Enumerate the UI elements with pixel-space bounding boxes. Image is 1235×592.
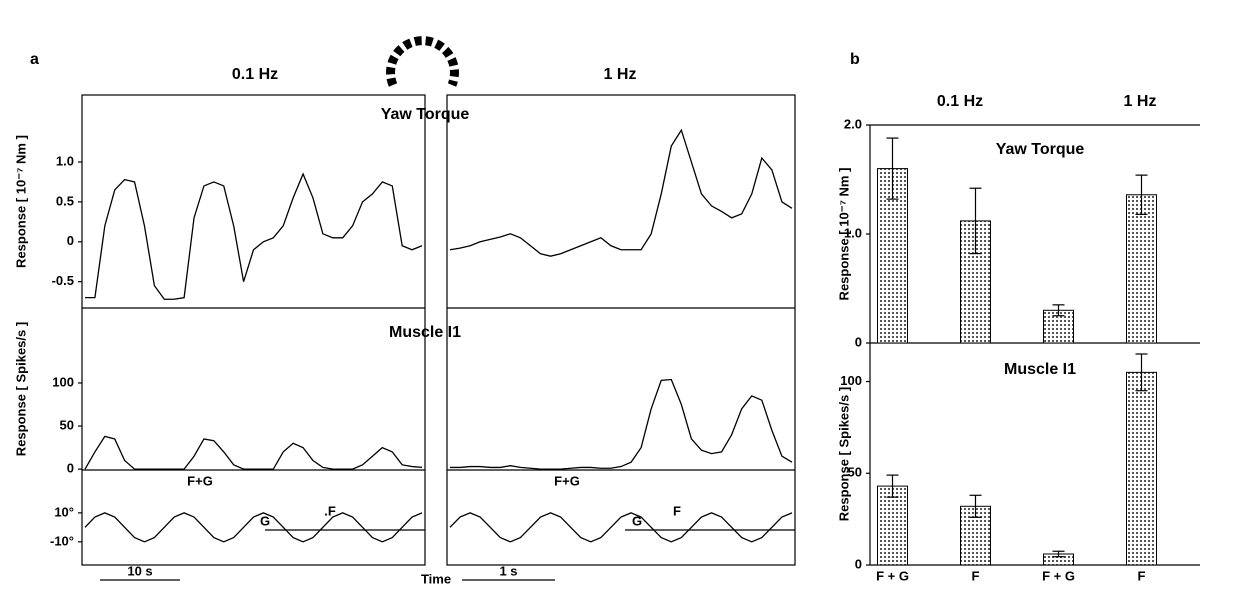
panel-label: a	[30, 51, 39, 68]
column-title: 0.1 Hz	[232, 66, 278, 83]
column-title: 1 Hz	[604, 66, 637, 83]
y-tick-label: 50	[60, 417, 74, 432]
chart-title: Yaw Torque	[381, 106, 470, 123]
bar	[1126, 194, 1157, 344]
bar	[960, 220, 991, 344]
chart-title: Muscle I1	[389, 324, 461, 341]
x-tick-label: F	[1138, 568, 1146, 583]
y-tick-label: 100	[52, 374, 74, 389]
annotation: F	[673, 503, 681, 518]
trace	[85, 172, 423, 300]
y-axis-label: Response [ 10⁻⁷ Nm ]	[836, 168, 851, 301]
dial-icon	[386, 36, 459, 87]
annotation: .F	[324, 503, 336, 518]
chart-title: Yaw Torque	[996, 141, 1085, 158]
y-tick-label: 10°	[54, 504, 74, 519]
trace	[450, 378, 793, 470]
bar	[877, 485, 908, 566]
y-tick-label: 0	[855, 334, 862, 349]
y-tick-label: -0.5	[52, 273, 74, 288]
annotation: G	[260, 513, 270, 528]
y-axis-label: Response [ 10⁻⁷ Nm ]	[13, 135, 28, 268]
annotation: G	[632, 513, 642, 528]
trace	[84, 512, 423, 543]
y-tick-label: 100	[840, 373, 862, 388]
column-title: 0.1 Hz	[937, 93, 983, 110]
frame	[81, 94, 426, 566]
y-axis-label: Response [ Spikes/s ]	[13, 322, 28, 456]
x-tick-label: F + G	[876, 568, 909, 583]
x-axis-label: Time	[421, 571, 451, 586]
dial-icon-inner	[387, 37, 458, 87]
trace	[449, 512, 793, 543]
y-axis-label: Response [ Spikes/s ]	[836, 387, 851, 521]
trace	[449, 128, 793, 257]
annotation: F+G	[554, 473, 580, 488]
y-tick-label: 1.0	[844, 225, 862, 240]
trace	[84, 435, 423, 470]
y-tick-label: -10°	[50, 533, 74, 548]
bar	[1126, 371, 1157, 566]
frame	[446, 94, 796, 566]
column-title: 1 Hz	[1124, 93, 1157, 110]
y-tick-label: 0	[855, 556, 862, 571]
y-tick-label: 0	[67, 233, 74, 248]
scale-bar-label: 10 s	[127, 563, 152, 578]
y-tick-label: 50	[848, 465, 862, 480]
panel-label: b	[850, 51, 860, 68]
y-tick-label: 2.0	[844, 116, 862, 131]
y-tick-label: 0	[67, 461, 74, 476]
annotation: F+G	[187, 473, 213, 488]
y-tick-label: 1.0	[56, 153, 74, 168]
scale-bar-label: 1 s	[499, 563, 517, 578]
x-tick-label: F + G	[1042, 568, 1075, 583]
y-tick-label: 0.5	[56, 193, 74, 208]
x-tick-label: F	[972, 568, 980, 583]
chart-title: Muscle I1	[1004, 361, 1076, 378]
